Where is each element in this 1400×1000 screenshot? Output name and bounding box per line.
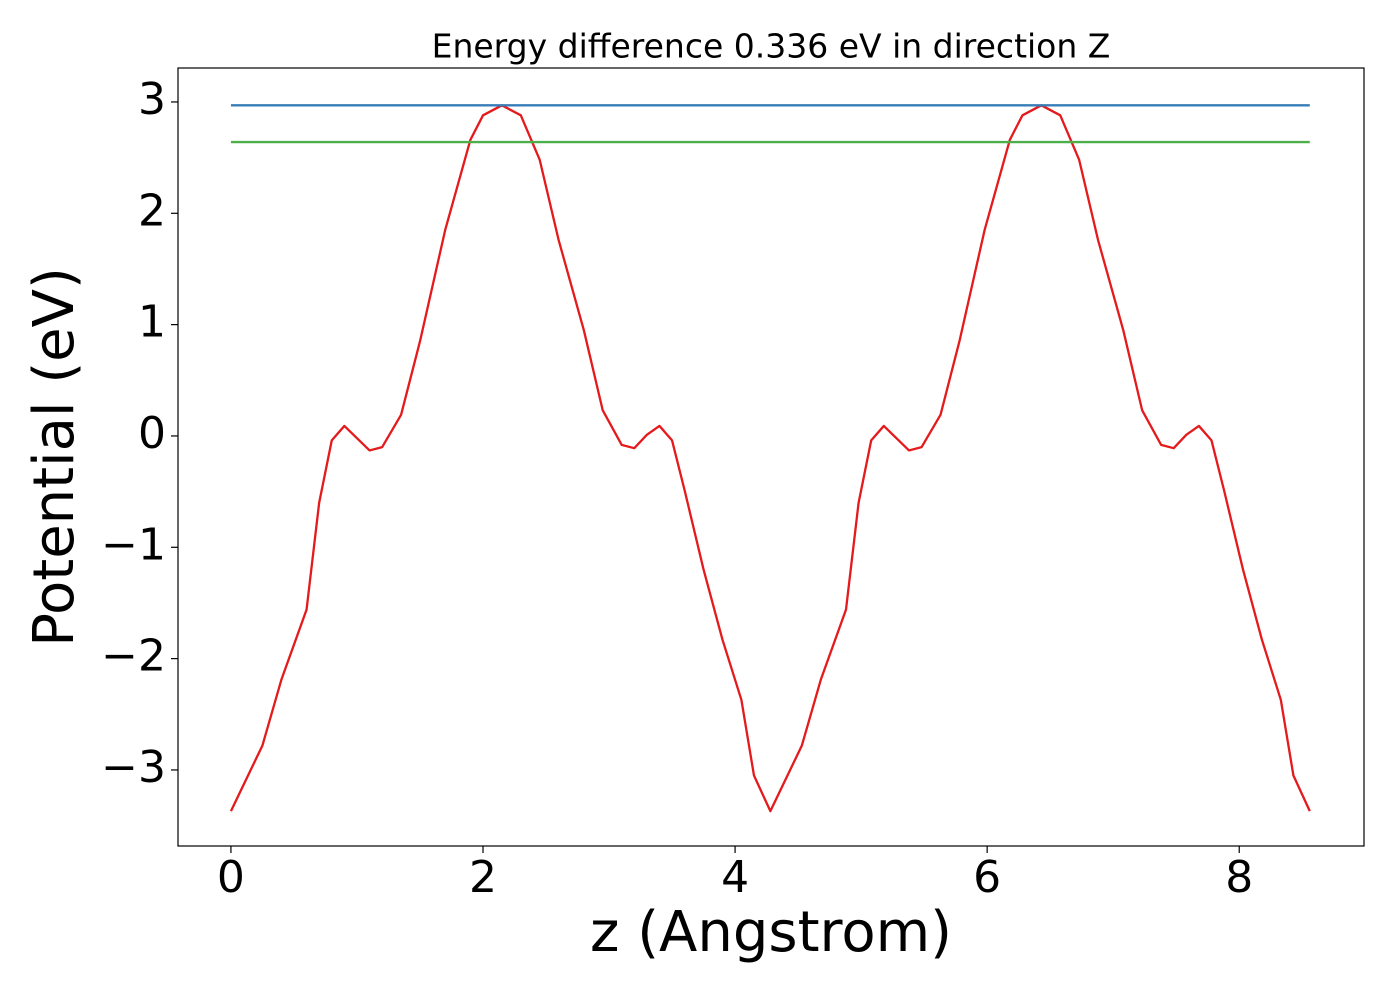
y-tick-label: −1 [101,519,166,570]
y-tick-label: −3 [101,742,166,793]
x-tick-label: 8 [1225,852,1253,903]
y-tick-label: 0 [138,408,166,459]
x-tick-label: 2 [469,852,497,903]
y-tick-label: 2 [138,185,166,236]
y-tick-label: −2 [101,631,166,682]
chart-title: Energy difference 0.336 eV in direction … [432,27,1111,66]
x-tick-label: 6 [973,852,1001,903]
data-line [229,104,1311,813]
x-tick-label: 4 [721,852,749,903]
x-axis-label: z (Angstrom) [590,900,952,965]
y-tick-label: 1 [138,297,166,348]
plot-frame [177,67,1365,847]
y-axis-label: Potential (eV) [22,267,87,647]
x-tick-label: 0 [217,852,245,903]
y-tick-label: 3 [138,74,166,125]
